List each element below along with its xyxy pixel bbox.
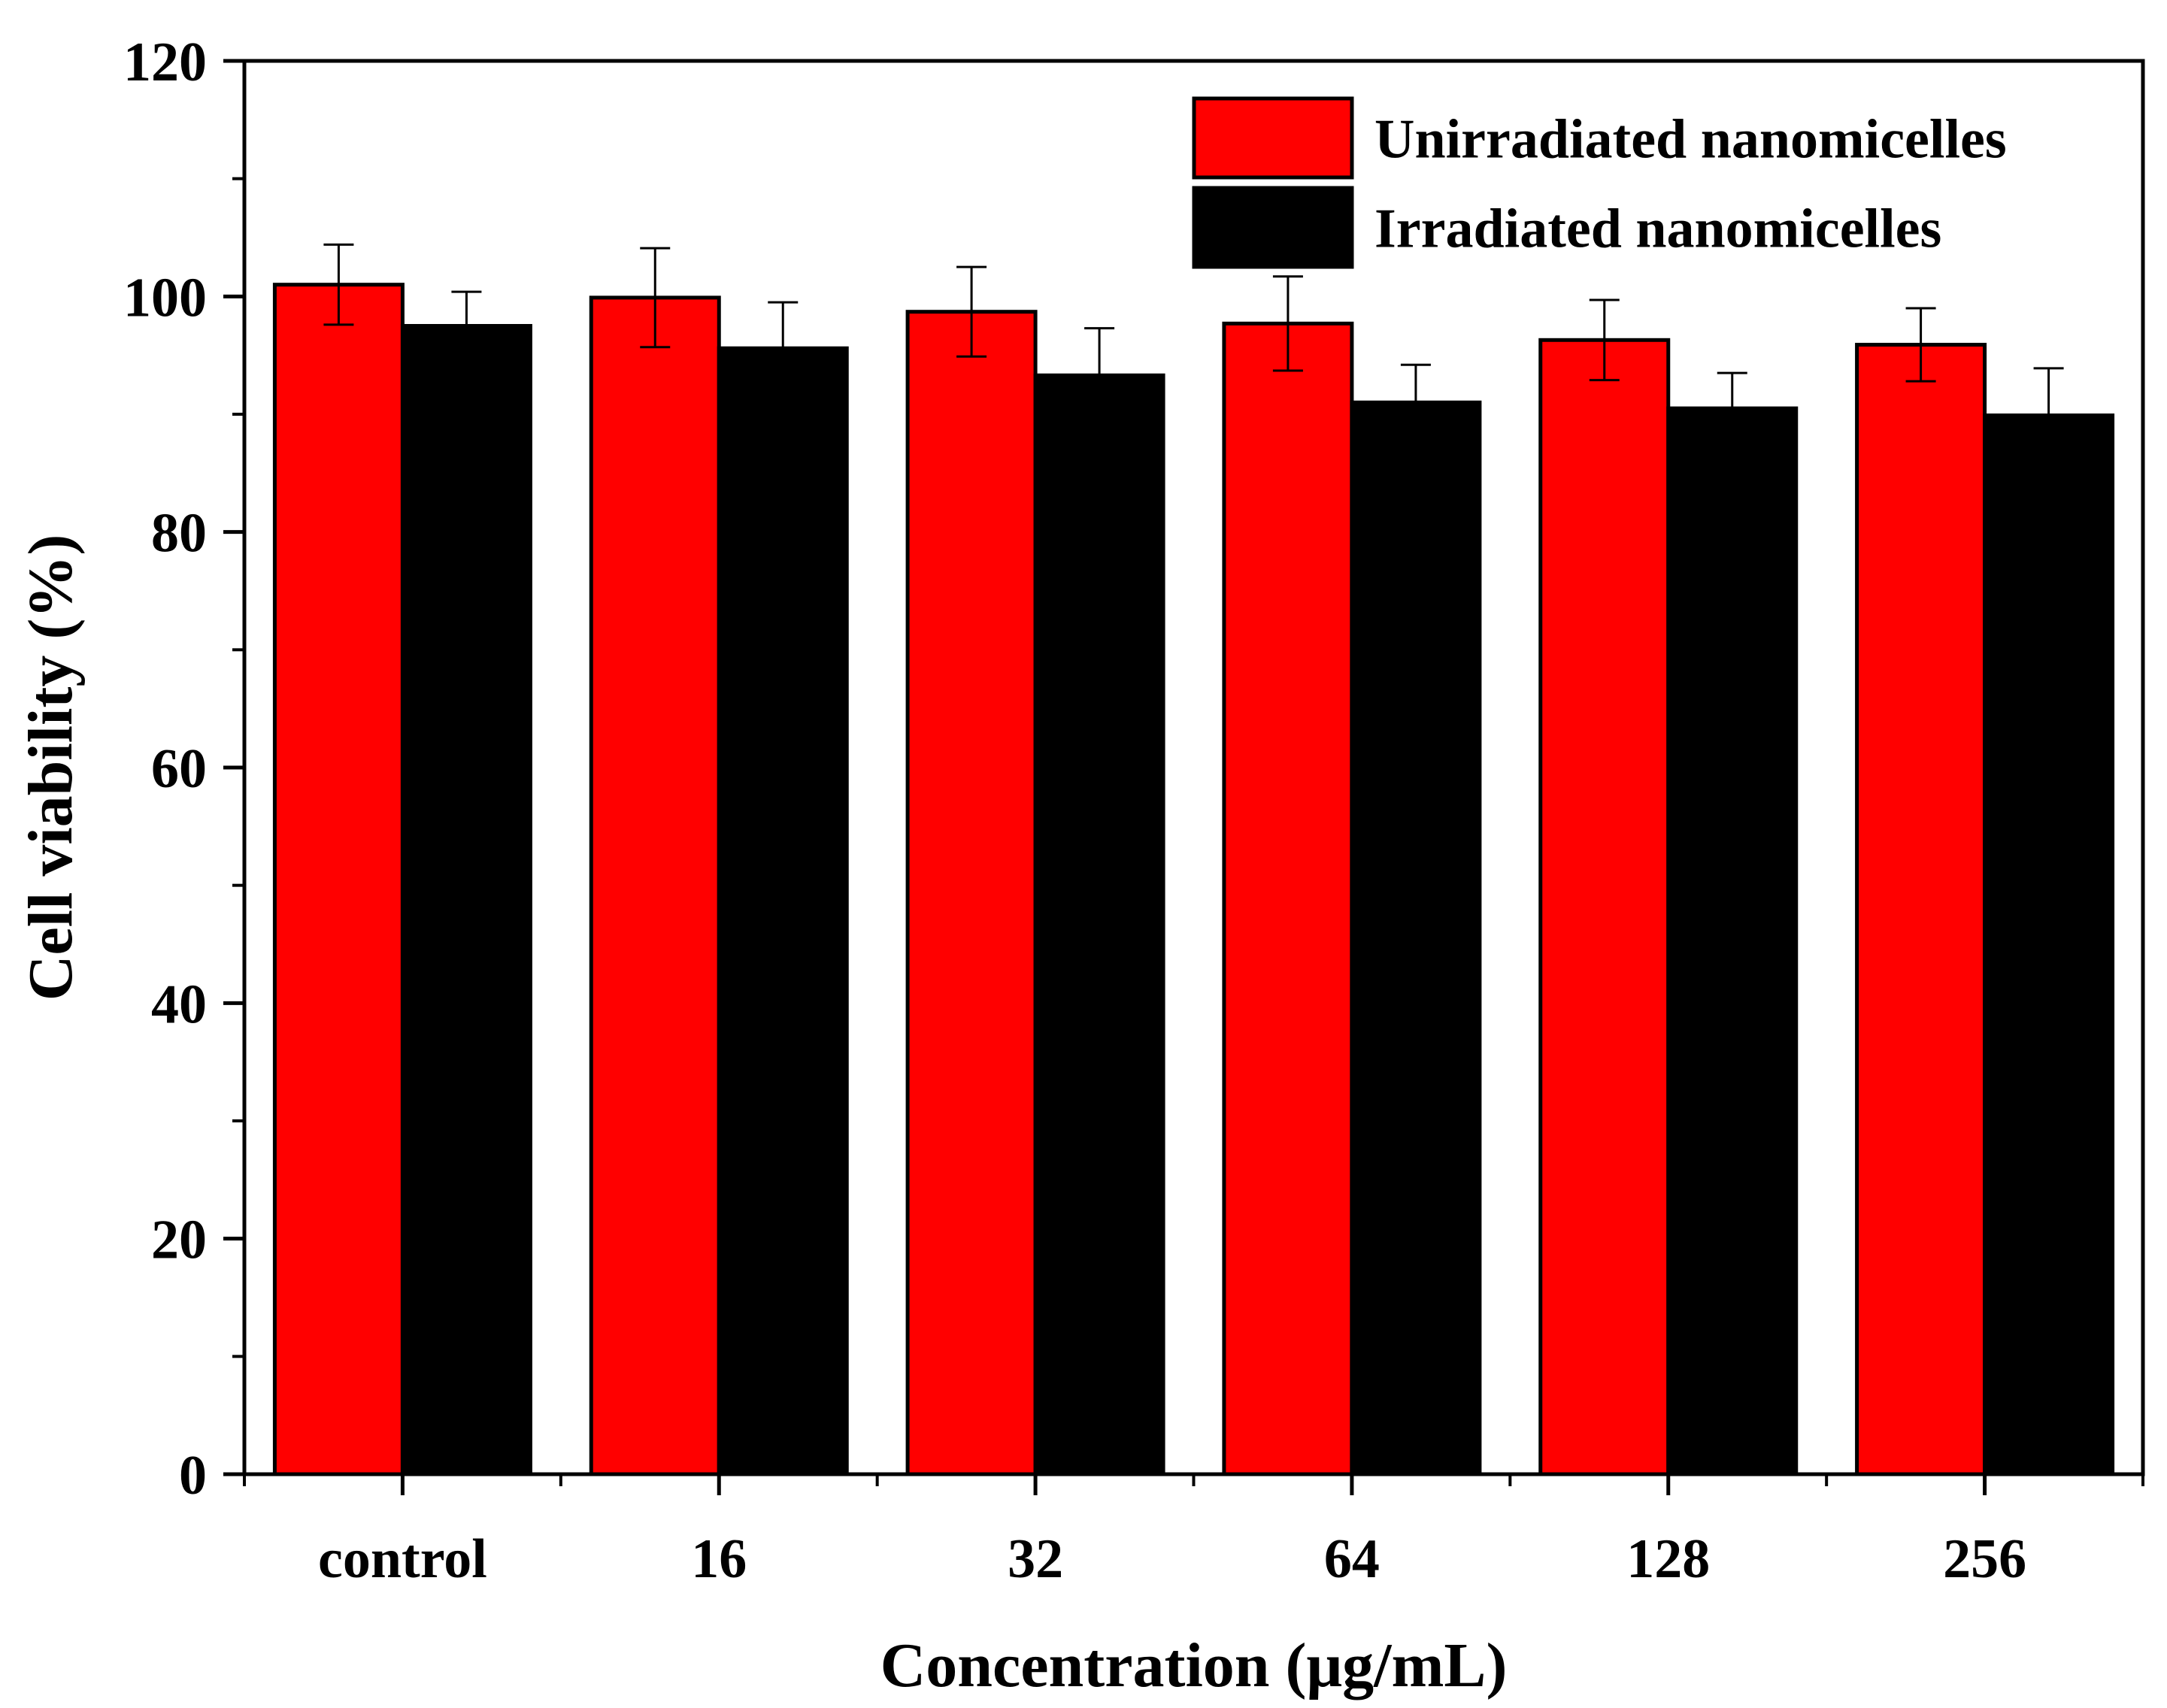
x-tick-label-32: 32 [1008, 1528, 1063, 1590]
error-bar-s0-16 [640, 247, 671, 349]
error-bars-layer [323, 243, 2064, 464]
legend-swatch-irradiated [1192, 186, 1354, 269]
x-axis-title: Concentration (μg/mL) [880, 1631, 1508, 1700]
bar-s1-16 [717, 346, 849, 1476]
x-tick-label-256: 256 [1943, 1528, 2026, 1590]
error-bar-s1-32 [1084, 327, 1115, 424]
bar-s0-256 [1855, 343, 1987, 1476]
bar-s0-128 [1538, 338, 1671, 1476]
error-bar-s0-32 [956, 265, 987, 358]
y-tick-label-120: 120 [123, 32, 207, 93]
y-tick-label-100: 100 [123, 267, 207, 329]
legend-label-unirradiated: Unirradiated nanomicelles [1374, 109, 2007, 171]
error-bar-s1-64 [1400, 363, 1431, 441]
x-tick-label-128: 128 [1626, 1528, 1710, 1590]
error-bar-s0-128 [1589, 298, 1620, 382]
bar-s0-16 [589, 295, 721, 1476]
error-bar-s0-256 [1905, 307, 1936, 383]
legend-label-irradiated: Irradiated nanomicelles [1374, 198, 1941, 260]
bar-s1-256 [1983, 413, 2115, 1476]
legend: Unirradiated nanomicelles Irradiated nan… [1192, 96, 2007, 269]
x-tick-label-16: 16 [691, 1528, 747, 1590]
legend-swatch-unirradiated [1192, 96, 1354, 180]
error-bar-s0-64 [1272, 275, 1303, 372]
y-tick-label-40: 40 [151, 974, 207, 1035]
bar-s0-64 [1222, 321, 1354, 1476]
error-bar-s1-256 [2033, 367, 2064, 464]
error-bar-s0-control [323, 243, 354, 326]
x-tick-label-control: control [318, 1528, 487, 1590]
y-axis-title: Cell viability (%) [16, 535, 86, 1001]
bar-s0-control [272, 283, 405, 1476]
bar-s1-32 [1033, 373, 1165, 1476]
y-tick-label-80: 80 [151, 503, 207, 565]
y-tick-label-60: 60 [151, 738, 207, 800]
bars-layer [272, 283, 2115, 1476]
x-tick-label-64: 64 [1324, 1528, 1380, 1590]
bar-s1-64 [1350, 400, 1482, 1476]
error-bar-s1-control [451, 290, 482, 362]
y-tick-label-0: 0 [179, 1445, 207, 1507]
axes-layer: 0 20 40 60 80 100 120 control 16 32 64 128 256 [123, 32, 2144, 1590]
bar-s0-32 [905, 310, 1038, 1476]
bar-s1-control [400, 324, 532, 1476]
y-tick-label-20: 20 [151, 1210, 207, 1271]
error-bar-s1-128 [1717, 371, 1747, 445]
error-bar-s1-16 [768, 301, 799, 395]
bar-s1-128 [1666, 406, 1799, 1476]
